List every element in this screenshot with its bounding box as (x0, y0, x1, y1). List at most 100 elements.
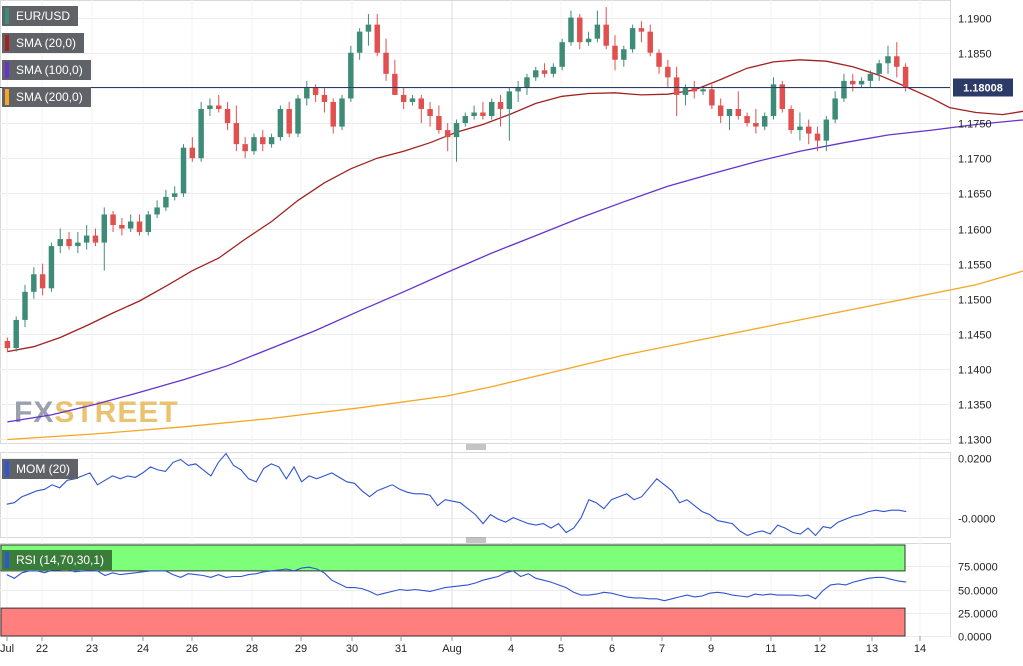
candle-body (506, 91, 513, 109)
candle-body (180, 147, 187, 194)
candle (154, 200, 160, 218)
candle-body (823, 119, 830, 141)
candle-body (656, 52, 662, 67)
panel-resize-handle[interactable] (466, 444, 486, 450)
momentum-line (6, 452, 907, 537)
candle (709, 84, 715, 109)
candle-body (22, 291, 28, 320)
candle-body (515, 87, 521, 92)
candle-body (119, 225, 125, 229)
price-tick-label: 1.1300 (958, 435, 992, 447)
x-tick-label: 4 (508, 643, 514, 655)
candle (585, 31, 592, 46)
x-tick-label: 28 (246, 643, 258, 655)
candle (127, 214, 134, 233)
legend-symbol-label: EUR/USD (16, 9, 71, 23)
candle-body (902, 66, 909, 88)
candle-body (814, 133, 821, 141)
candle-body (4, 341, 11, 349)
candle-body (621, 49, 627, 60)
candle (524, 73, 530, 95)
panel-frame-price (0, 0, 951, 444)
candle (75, 232, 81, 254)
candle (832, 91, 838, 124)
candle-body (612, 45, 618, 60)
candle (568, 10, 574, 46)
legend-rsi[interactable]: RSI (14,70,30,1) (2, 550, 113, 570)
candle (66, 232, 72, 250)
candle-body (700, 89, 706, 92)
x-tick-label: Jul (0, 643, 14, 655)
candle (101, 207, 107, 271)
candle (497, 94, 504, 127)
price-tick-label: 1.1750 (958, 119, 992, 131)
sma100-swatch (5, 62, 9, 78)
price-tick-label: 1.1850 (958, 49, 992, 61)
sma20-swatch (5, 35, 9, 51)
candle (136, 214, 143, 236)
candle (779, 80, 786, 113)
legend-sma200[interactable]: SMA (200,0) (2, 87, 91, 107)
candle-body (321, 94, 328, 102)
candle-body (647, 31, 653, 53)
candle (858, 77, 865, 88)
candle (515, 80, 521, 102)
candle (876, 59, 882, 81)
candle-body (295, 98, 301, 134)
x-tick-label: 26 (186, 643, 198, 655)
candle-body (753, 123, 759, 127)
candle (321, 87, 328, 113)
x-tick-label: 22 (36, 643, 48, 655)
candle (48, 242, 55, 292)
candle-body (145, 214, 152, 233)
legend-sma20[interactable]: SMA (20,0) (2, 33, 85, 53)
candle (427, 101, 433, 127)
candle-body (850, 80, 856, 85)
candle (383, 38, 389, 81)
sma20-line (7, 59, 1023, 353)
legend-symbol[interactable]: EUR/USD (2, 6, 79, 26)
candle-body (559, 42, 565, 67)
candle-body (365, 24, 372, 32)
sma100-line (7, 119, 1023, 423)
candle (110, 210, 116, 233)
candle-body (356, 31, 363, 53)
candle (488, 98, 495, 120)
candle-body (409, 98, 416, 102)
mom-tick-label: -0.0000 (958, 514, 995, 526)
legend-sma100[interactable]: SMA (100,0) (2, 60, 91, 80)
candle-body (788, 108, 794, 131)
x-tick-label: 6 (609, 643, 615, 655)
x-tick-label: 14 (914, 643, 926, 655)
candle (145, 210, 152, 236)
x-tick-label: 5 (558, 643, 564, 655)
candle-body (638, 28, 645, 32)
candle (550, 63, 557, 78)
x-tick-label: 31 (395, 643, 407, 655)
rsi-line (6, 566, 907, 602)
candle (577, 14, 583, 50)
price-tick-label: 1.1900 (958, 14, 992, 26)
last-price-marker (953, 78, 1013, 97)
candle (559, 38, 565, 71)
candle-body (629, 28, 636, 50)
x-tick-label: 11 (765, 643, 776, 655)
legend-mom[interactable]: MOM (20) (2, 459, 78, 479)
price-tick-label: 1.1650 (958, 189, 992, 201)
rsi-tick-label: 0.0000 (958, 632, 992, 644)
candle-body (665, 66, 671, 78)
candle-body (312, 87, 319, 95)
candle (374, 14, 380, 57)
candle-body (797, 126, 803, 131)
candle-body (207, 105, 213, 109)
candle-body (260, 137, 266, 145)
legend-rsi-label: RSI (14,70,30,1) (16, 553, 105, 567)
candle-body (374, 24, 380, 53)
candle (788, 105, 794, 134)
candle (233, 105, 240, 152)
symbol-swatch (5, 8, 9, 24)
candle (753, 108, 759, 134)
panel-resize-handle[interactable] (466, 537, 486, 543)
